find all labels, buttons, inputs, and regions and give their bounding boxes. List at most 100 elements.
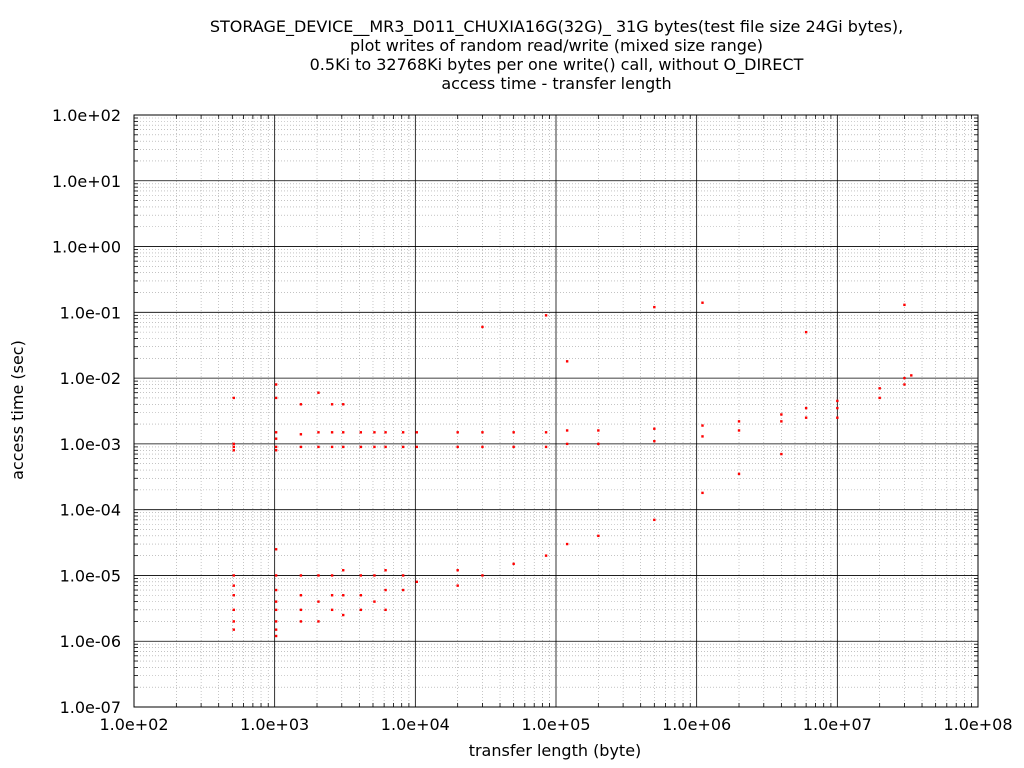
data-point [330, 403, 334, 406]
chart-title-line-4: access time - transfer length [441, 74, 672, 93]
data-point [274, 574, 278, 577]
data-point [232, 620, 235, 623]
data-point [274, 588, 278, 592]
data-point [317, 445, 320, 449]
y-tick-label: 1.0e-04 [60, 501, 121, 520]
data-point [299, 620, 303, 623]
data-point [274, 600, 278, 603]
data-point [232, 449, 235, 452]
x-tick-label: 1.0e+07 [803, 715, 872, 734]
data-point [373, 574, 376, 577]
data-point [330, 445, 334, 449]
y-tick-label: 1.0e-05 [60, 566, 121, 585]
data-point [299, 433, 303, 436]
data-point [384, 608, 387, 612]
data-point [737, 420, 741, 423]
data-point [836, 399, 839, 403]
data-point [903, 303, 906, 307]
data-point [597, 429, 600, 432]
data-point [597, 442, 600, 446]
minor-grid [134, 115, 978, 707]
y-tick-label: 1.0e-02 [60, 369, 121, 388]
data-point [274, 620, 278, 623]
data-point [512, 445, 515, 449]
data-point [373, 431, 376, 434]
x-tick-label: 1.0e+04 [381, 715, 450, 734]
data-point [415, 580, 418, 584]
data-point [456, 431, 459, 434]
data-point [359, 608, 363, 612]
data-point [232, 628, 235, 631]
x-tick-label: 1.0e+05 [521, 715, 590, 734]
x-tick-label: 1.0e+06 [662, 715, 731, 734]
data-point [274, 396, 278, 400]
data-point [401, 588, 405, 592]
data-point [274, 437, 278, 440]
data-point [804, 406, 808, 410]
data-point [317, 431, 320, 434]
data-point [373, 600, 376, 603]
y-tick-label: 1.0e+00 [52, 238, 121, 257]
data-point [317, 391, 320, 394]
data-point [456, 445, 459, 449]
data-point [342, 569, 345, 572]
data-point [359, 445, 363, 449]
data-point [274, 628, 278, 631]
major-grid [133, 114, 979, 708]
data-point [299, 574, 303, 577]
y-tick-label: 1.0e-06 [60, 632, 121, 651]
data-point [342, 613, 345, 617]
data-point [384, 431, 387, 434]
data-point [401, 445, 405, 449]
chart-title-line-3: 0.5Ki to 32768Ki bytes per one write() c… [309, 55, 804, 74]
data-point [878, 396, 881, 400]
data-point [565, 542, 569, 546]
y-tick-labels: 1.0e-07 1.0e-06 1.0e-05 1.0e-04 1.0e-03 1.0e-… [52, 106, 121, 717]
data-point [737, 472, 741, 476]
data-point [780, 420, 783, 423]
data-point [597, 534, 600, 538]
data-point [544, 554, 548, 557]
data-point [481, 445, 484, 449]
data-point [342, 403, 345, 406]
data-point [317, 600, 320, 603]
x-tick-label: 1.0e+02 [99, 715, 168, 734]
data-point [274, 445, 278, 449]
data-point [232, 584, 235, 587]
data-point [274, 449, 278, 452]
data-point [544, 445, 548, 449]
data-point [299, 403, 303, 406]
data-point [317, 574, 320, 577]
data-point [456, 569, 459, 572]
y-axis-label: access time (sec) [8, 340, 27, 480]
data-point [274, 383, 278, 386]
data-point [330, 594, 334, 597]
data-point [330, 608, 334, 612]
data-point [415, 445, 418, 449]
chart-title-line-1: STORAGE_DEVICE__MR3_D011_CHUXIA16G(32G)_… [209, 17, 904, 36]
data-point [359, 431, 363, 434]
data-point [359, 594, 363, 597]
data-point [565, 429, 569, 432]
data-point [342, 594, 345, 597]
data-point [232, 574, 235, 577]
data-point [804, 416, 808, 419]
data-point [274, 634, 278, 638]
data-point [701, 424, 704, 427]
data-point [512, 431, 515, 434]
plot-frame [133, 114, 979, 708]
data-point [232, 608, 235, 612]
data-point [653, 305, 656, 309]
y-tick-label: 1.0e-03 [60, 435, 121, 454]
chart-title-line-2: plot writes of random read/write (mixed … [350, 36, 763, 55]
data-point [232, 396, 235, 400]
data-point [481, 325, 484, 329]
data-point [274, 431, 278, 434]
data-point [232, 445, 235, 449]
data-point [910, 374, 913, 377]
data-point [653, 439, 656, 443]
data-point [330, 431, 334, 434]
y-tick-label: 1.0e+01 [52, 172, 121, 191]
data-point [373, 445, 376, 449]
